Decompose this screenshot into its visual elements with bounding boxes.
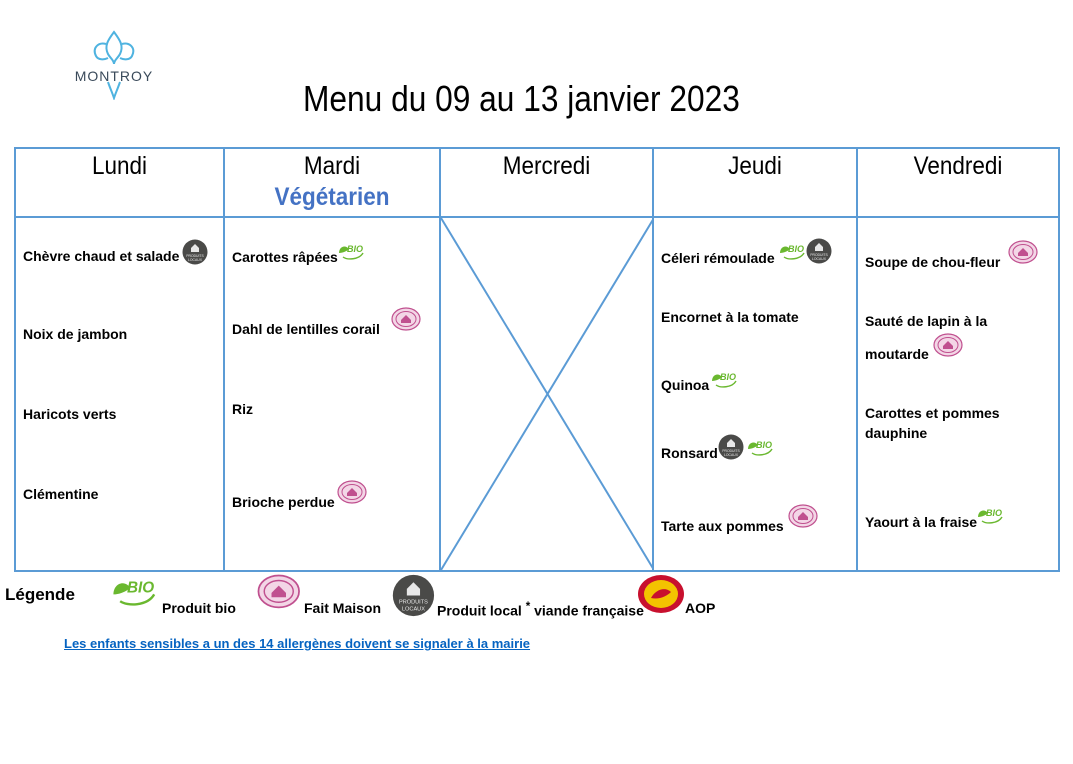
svg-text:BIO: BIO <box>347 244 363 254</box>
day-header-jeudi: Jeudi <box>652 147 858 218</box>
legend: Légende BIO Produit bio Fait Maison PROD… <box>0 572 1073 622</box>
legend-bio-label: Produit bio <box>162 600 236 616</box>
menu-item: Noix de jambon <box>23 326 128 342</box>
bio-icon: BIO <box>746 437 774 462</box>
menu-item: Quinoa <box>661 377 710 393</box>
menu-item: Tarte aux pommes <box>661 518 784 534</box>
bio-icon: BIO <box>110 574 158 613</box>
menu-item: Carottes râpées <box>232 249 338 265</box>
day-header-lundi: Lundi <box>14 147 225 218</box>
day-name: Lundi <box>91 152 148 180</box>
legend-local-suffix: viande française <box>534 602 644 619</box>
local-product-icon: PRODUITS LOCAUX <box>182 239 208 270</box>
menu-item: Chèvre chaud et salade <box>23 248 180 264</box>
fait-maison-icon <box>337 480 367 509</box>
legend-title: Légende <box>5 585 75 604</box>
logo-text: MONTROY <box>74 68 154 84</box>
svg-text:BIO: BIO <box>720 372 736 382</box>
legend-local-text: Produit local <box>437 602 522 619</box>
fait-maison-icon <box>788 504 818 533</box>
menu-item: dauphine <box>865 425 928 441</box>
bio-icon: BIO <box>710 369 738 394</box>
menu-cell-mercredi <box>439 216 654 572</box>
fait-maison-icon <box>933 333 963 362</box>
day-header-mardi: Mardi Végétarien <box>223 147 441 218</box>
bio-icon: BIO <box>778 241 806 266</box>
allergen-notice-link[interactable]: Les enfants sensibles a un des 14 allerg… <box>64 636 531 651</box>
legend-local-label: Produit local * viande française <box>437 600 644 619</box>
menu-cell-lundi: Chèvre chaud et salade PRODUITS LOCAUX N… <box>14 216 225 572</box>
menu-table: Lundi Mardi Végétarien Mercredi Jeudi Ve… <box>14 147 1060 572</box>
aop-icon <box>637 574 685 619</box>
svg-text:LOCAUX: LOCAUX <box>188 258 203 262</box>
menu-item: Brioche perdue <box>232 494 335 510</box>
fait-maison-icon <box>257 574 301 614</box>
menu-item: Riz <box>232 401 253 417</box>
menu-item: Haricots verts <box>23 406 117 422</box>
asterisk: * <box>525 600 531 613</box>
local-product-icon: PRODUITS LOCAUX <box>718 434 744 465</box>
vegetarian-label: Végétarien <box>274 183 390 211</box>
day-name: Mercredi <box>502 152 591 180</box>
fleur-de-lis-icon <box>93 30 135 100</box>
menu-item: Soupe de chou-fleur <box>865 254 1001 270</box>
local-product-icon: PRODUITS LOCAUX <box>806 238 832 269</box>
fait-maison-icon <box>1008 240 1038 269</box>
legend-aop-label: AOP <box>685 600 716 616</box>
svg-text:LOCAUX: LOCAUX <box>724 453 739 457</box>
legend-maison-label: Fait Maison <box>304 600 382 616</box>
no-service-cross <box>441 218 654 570</box>
bio-icon: BIO <box>976 505 1004 530</box>
svg-text:BIO: BIO <box>986 508 1002 518</box>
day-name: Mardi <box>303 152 361 180</box>
svg-text:BIO: BIO <box>788 244 804 254</box>
svg-text:BIO: BIO <box>756 440 772 450</box>
day-name: Jeudi <box>728 152 782 180</box>
local-product-icon: PRODUITS LOCAUX <box>392 574 435 622</box>
menu-item: Carottes et pommes <box>865 405 1000 421</box>
logo: MONTROY <box>70 30 158 102</box>
svg-text:LOCAUX: LOCAUX <box>812 257 827 261</box>
menu-item: Dahl de lentilles corail <box>232 321 380 337</box>
svg-text:PRODUITS: PRODUITS <box>186 254 204 258</box>
menu-cell-jeudi: Céleri rémoulade BIO PRODUITS LOCAUX Enc… <box>652 216 858 572</box>
menu-item: Encornet à la tomate <box>661 309 799 325</box>
menu-cell-vendredi: Soupe de chou-fleur Sauté de lapin à la … <box>856 216 1060 572</box>
day-header-mercredi: Mercredi <box>439 147 654 218</box>
svg-text:PRODUITS: PRODUITS <box>399 600 428 606</box>
day-header-vendredi: Vendredi <box>856 147 1060 218</box>
menu-item: Yaourt à la fraise <box>865 514 978 530</box>
svg-text:LOCAUX: LOCAUX <box>402 606 425 612</box>
day-name: Vendredi <box>913 152 1003 180</box>
svg-text:BIO: BIO <box>127 580 154 597</box>
svg-text:PRODUITS: PRODUITS <box>722 449 740 453</box>
svg-text:PRODUITS: PRODUITS <box>810 253 828 257</box>
menu-cell-mardi: Carottes râpées BIO Dahl de lentilles co… <box>223 216 441 572</box>
menu-item: moutarde <box>865 346 929 362</box>
menu-item: Céleri rémoulade <box>661 250 775 266</box>
fait-maison-icon <box>391 307 421 336</box>
bio-icon: BIO <box>337 241 365 266</box>
menu-item: Ronsard <box>661 445 718 461</box>
menu-item: Clémentine <box>23 486 99 502</box>
menu-item: Sauté de lapin à la <box>865 313 988 329</box>
page-title: Menu du 09 au 13 janvier 2023 <box>303 78 740 119</box>
